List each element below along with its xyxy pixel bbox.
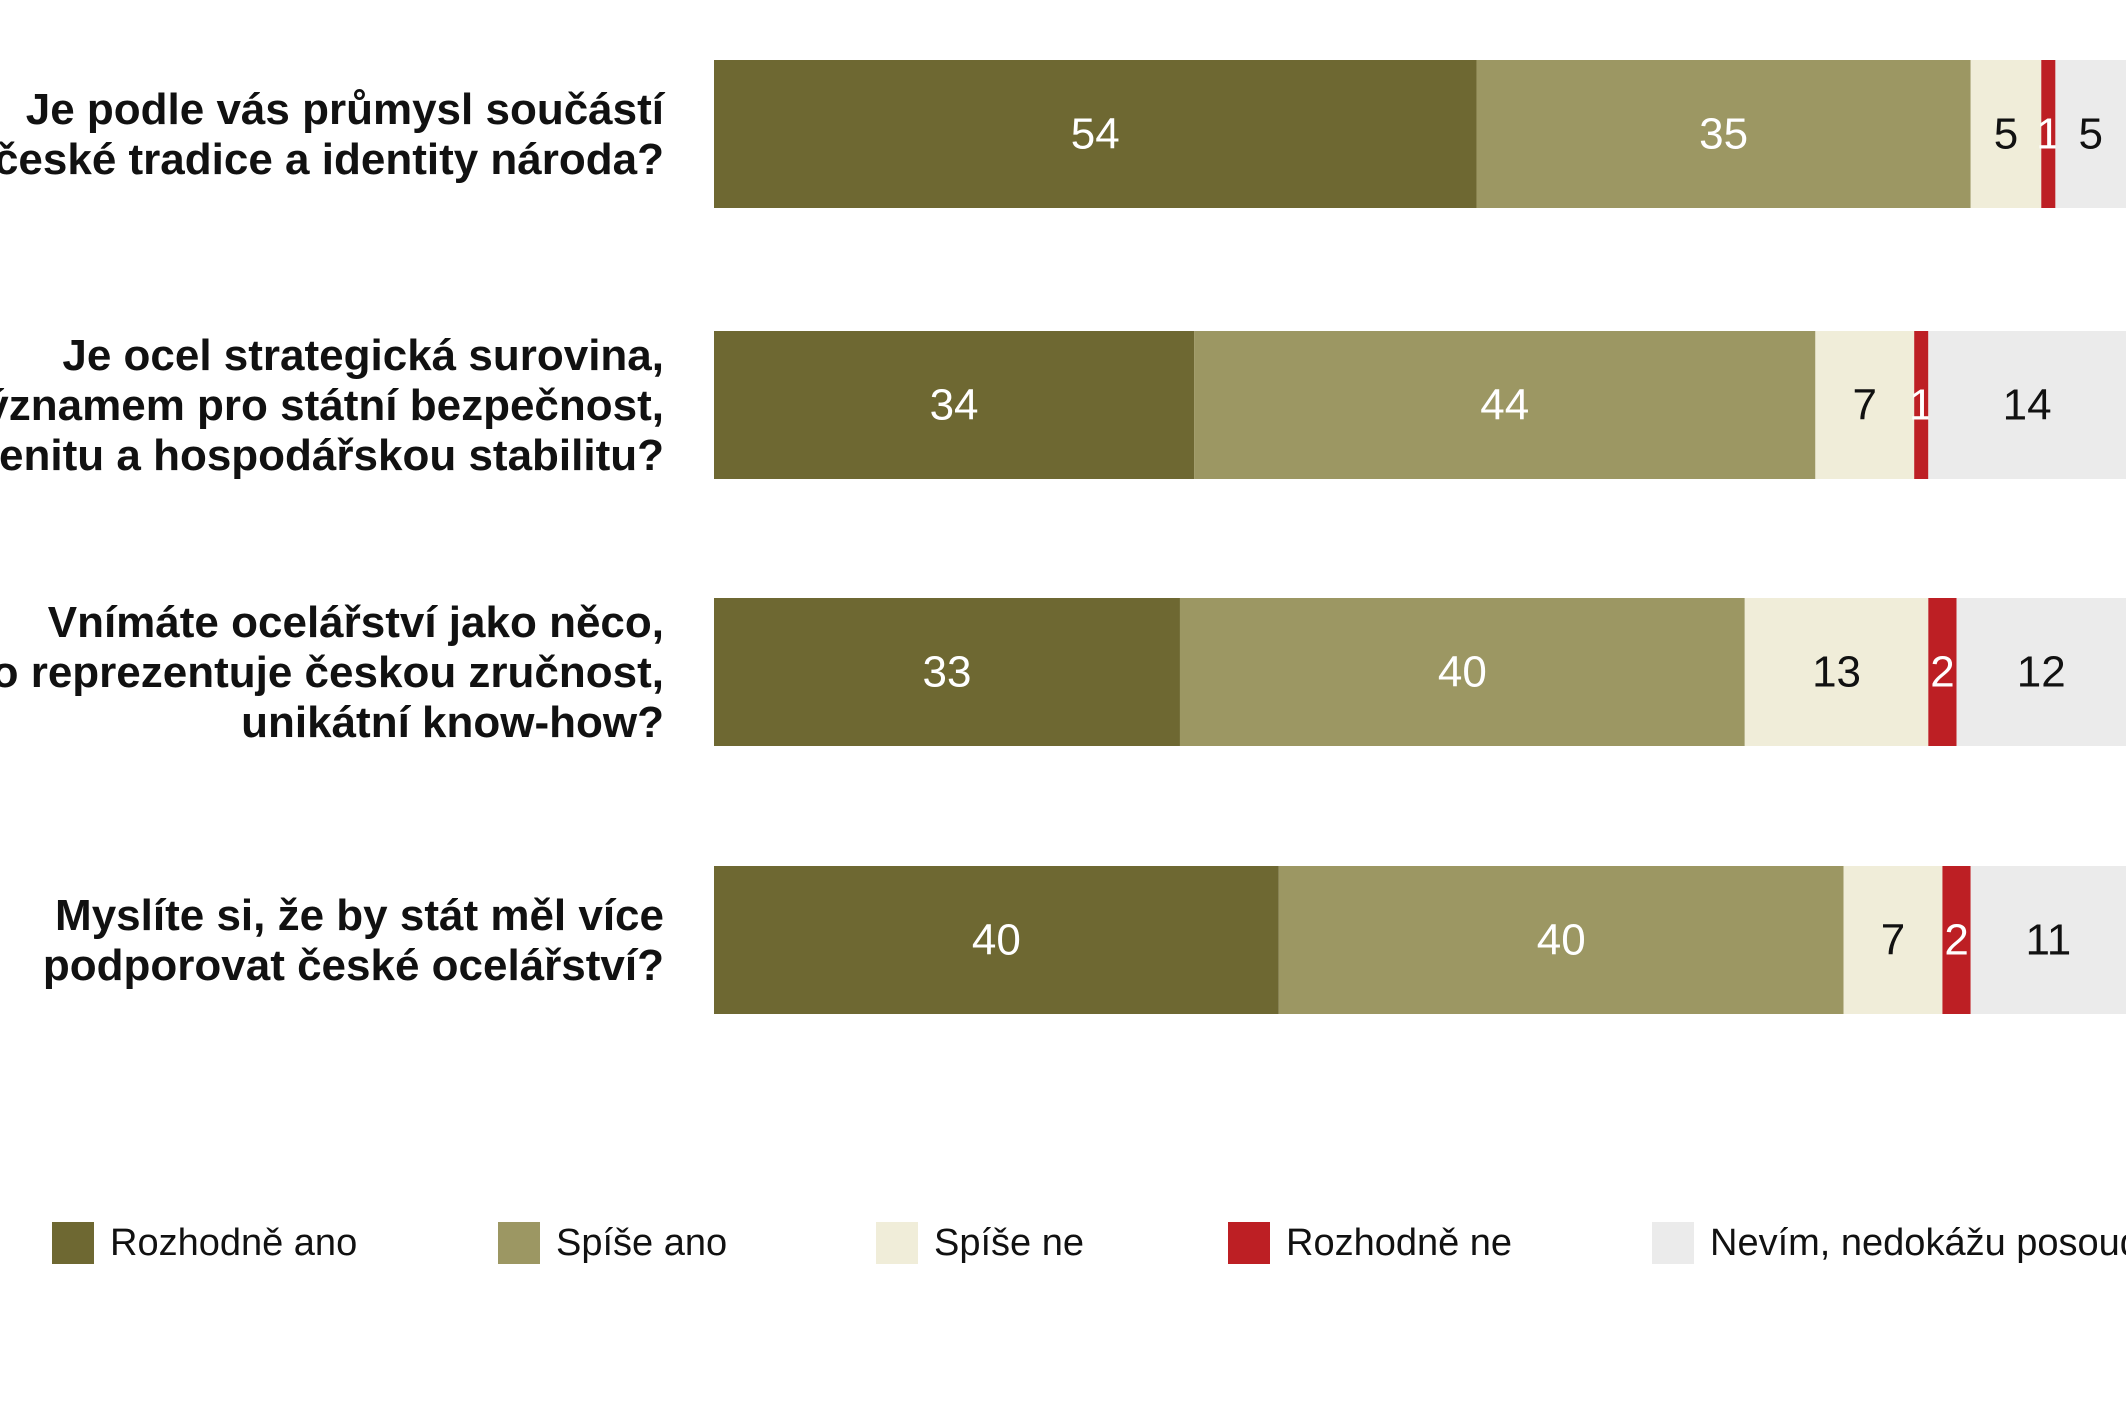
bar-segment-2-1: [1179, 598, 1745, 746]
data-label-3-1: 40: [1537, 916, 1586, 965]
data-label-1-2: 7: [1853, 381, 1877, 430]
bar-segment-2-3: [1928, 598, 1957, 746]
bar-segment-3-2: [1843, 866, 1943, 1014]
legend-label-4: Nevím, nedokážu posoudit: [1710, 1222, 2126, 1264]
question-label-line: Je podle vás průmysl součástí: [26, 85, 666, 134]
data-label-2-1: 40: [1438, 648, 1487, 697]
data-label-1-4: 14: [2003, 381, 2052, 430]
bar-segment-3-0: [714, 866, 1279, 1014]
question-labels: Je podle vás průmysl součástí české tradi…: [0, 85, 666, 990]
data-label-2-4: 12: [2017, 648, 2066, 697]
data-label-1-0: 34: [930, 381, 979, 430]
bar-segment-0-0: [714, 60, 1477, 208]
data-label-3-2: 7: [1881, 916, 1905, 965]
question-label-line: Myslíte si, že by stát měl více: [55, 891, 664, 940]
legend-label-3: Rozhodně ne: [1286, 1222, 1512, 1264]
question-label-line: suverenitu a hospodářskou stabilitu?: [0, 431, 664, 480]
legend-label-2: Spíše ne: [934, 1222, 1084, 1264]
bar-segment-1-4: [1928, 331, 2126, 479]
legend-swatch-0: [52, 1222, 94, 1264]
question-label-0: Je podle vás průmysl součástí české tradi…: [0, 85, 666, 184]
bar-segment-2-2: [1744, 598, 1929, 746]
bar-segment-0-3: [2041, 60, 2056, 208]
bar-segment-1-3: [1914, 331, 1929, 479]
question-label-line: Vnímáte ocelářství jako něco,: [48, 598, 664, 647]
bar-segment-2-4: [1956, 598, 2126, 746]
data-label-0-0: 54: [1071, 110, 1120, 159]
data-label-3-0: 40: [972, 916, 1021, 965]
data-label-2-3: 2: [1930, 648, 1954, 697]
legend-swatch-3: [1228, 1222, 1270, 1264]
legend-swatch-2: [876, 1222, 918, 1264]
question-label-3: Myslíte si, že by stát měl více podporova…: [43, 891, 664, 990]
data-label-2-2: 13: [1812, 648, 1861, 697]
question-label-2: Vnímáte ocelářství jako něco, co reprezen…: [0, 598, 664, 747]
question-label-line: české tradice a identity národa?: [0, 135, 664, 184]
legend-swatch-1: [498, 1222, 540, 1264]
bar-segment-1-1: [1194, 331, 1816, 479]
question-label-line: podporovat české ocelářství?: [43, 941, 664, 990]
bar-segment-1-0: [714, 331, 1195, 479]
question-label-line: unikátní know-how?: [241, 698, 664, 747]
question-label-line: co reprezentuje českou zručnost,: [0, 648, 664, 697]
data-label-0-2: 5: [1994, 110, 2018, 159]
bar-segment-3-3: [1942, 866, 1971, 1014]
bar-segment-3-4: [1970, 866, 2126, 1014]
data-label-0-4: 5: [2078, 110, 2102, 159]
question-label-line: s významem pro státní bezpečnost,: [0, 381, 664, 430]
bar-segment-0-1: [1476, 60, 1971, 208]
legend: Rozhodně ano Spíše ano Spíše ne Rozhodně ne…: [52, 1222, 2126, 1264]
bar-segment-3-1: [1278, 866, 1844, 1014]
bar-segment-0-4: [2055, 60, 2126, 208]
data-label-2-0: 33: [923, 648, 972, 697]
data-label-1-1: 44: [1480, 381, 1529, 430]
data-label-3-3: 2: [1944, 916, 1968, 965]
legend-label-1: Spíše ano: [556, 1222, 727, 1264]
data-label-3-4: 11: [2025, 916, 2071, 965]
question-label-line: Je ocel strategická surovina,: [62, 331, 664, 380]
legend-swatch-4: [1652, 1222, 1694, 1264]
bar-segment-2-0: [714, 598, 1180, 746]
bar-segment-1-2: [1815, 331, 1915, 479]
data-label-0-1: 35: [1699, 110, 1748, 159]
question-label-1: Je ocel strategická surovina,s významem …: [0, 331, 664, 480]
legend-label-0: Rozhodně ano: [110, 1222, 357, 1264]
bar-segment-0-2: [1970, 60, 2042, 208]
